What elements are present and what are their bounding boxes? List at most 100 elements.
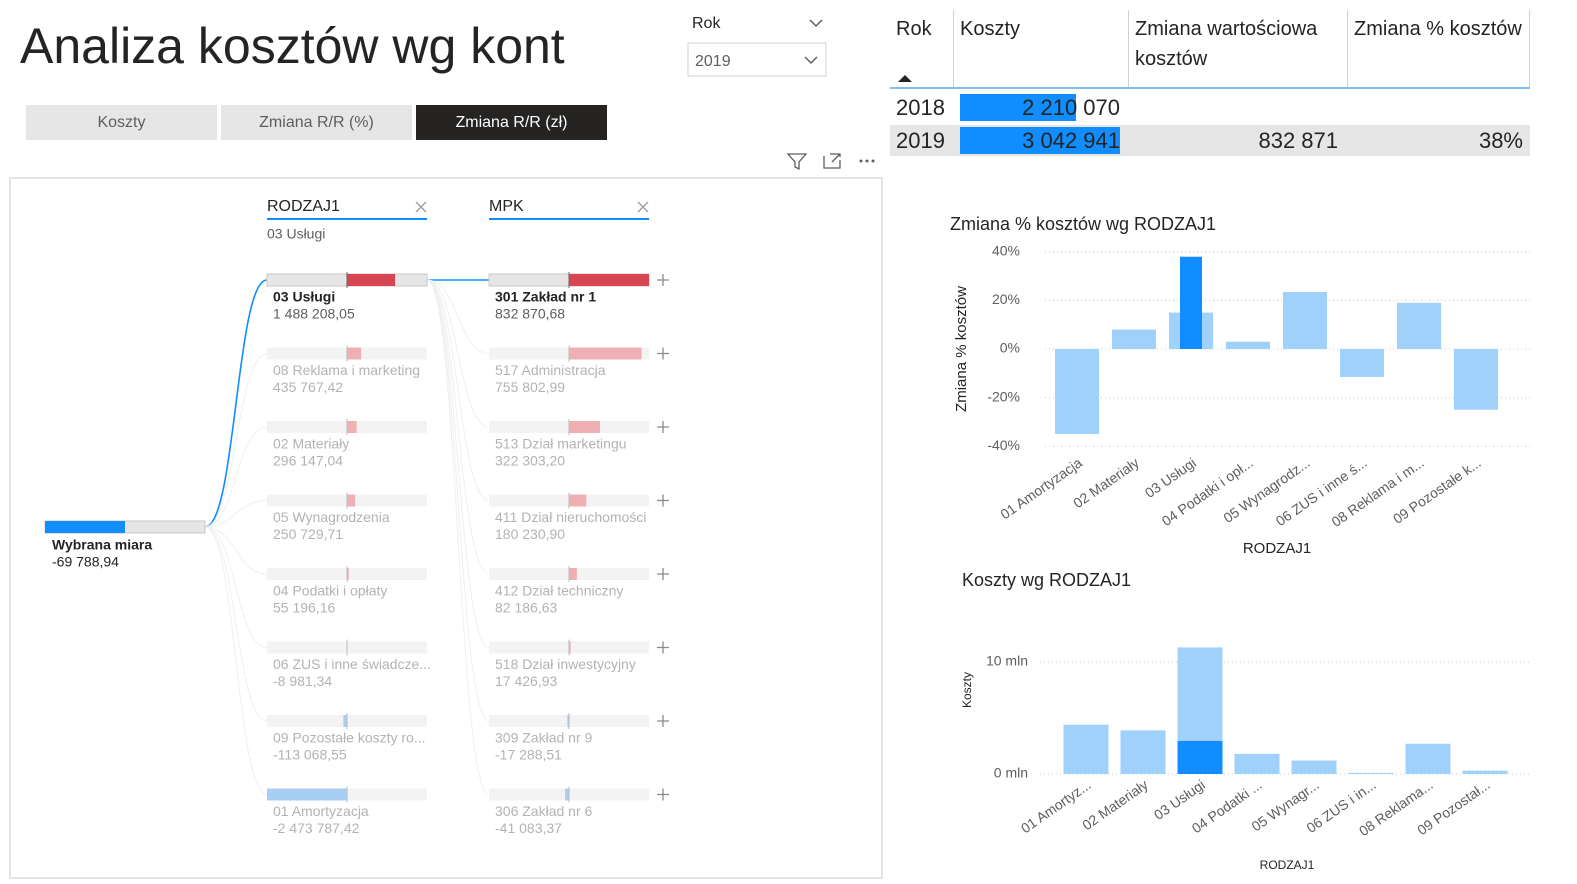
tree-frame [9,177,883,879]
bar[interactable] [1283,291,1327,349]
node-bar [343,715,347,727]
node-bar [569,494,587,507]
column-header: Zmiana wartościowa kosztów [1128,10,1347,88]
node-label: 06 ZUS i inne świadcze... [273,656,431,672]
bar[interactable] [1291,760,1337,774]
expand-icon[interactable] [657,715,669,727]
bar[interactable] [1397,302,1441,349]
connector [204,279,268,528]
year-cell: 2019 [896,128,945,153]
node-value: -2 473 787,42 [273,820,360,836]
bar[interactable] [1112,329,1156,349]
slicer-value: 2019 [695,53,731,70]
node-value: 82 186,63 [495,600,557,616]
page-title: Analiza kosztów wg kont [20,18,565,74]
close-icon[interactable] [415,201,427,213]
bar[interactable] [1055,349,1099,434]
expand-icon[interactable] [657,641,669,654]
connector [426,279,490,501]
node-value: 17 426,93 [495,673,557,689]
node-bar [569,347,642,360]
bar[interactable] [1340,349,1384,377]
node-value: 1 488 208,05 [273,306,355,322]
node-value: 832 870,68 [495,306,565,322]
y-tick-label: 20% [992,291,1020,307]
x-axis-title: RODZAJ1 [1260,858,1315,872]
close-icon[interactable] [637,201,649,213]
bar[interactable] [1405,743,1451,774]
node-label: 05 Wynagrodzenia [273,509,390,525]
bar[interactable] [1454,349,1498,410]
connector [426,279,490,354]
expand-icon[interactable] [657,494,669,507]
cost-databar [960,94,1077,121]
node-bar [347,421,357,433]
connector [204,500,268,528]
visual-header-icons [786,153,875,171]
y-tick-label: 0% [1000,340,1020,356]
root-label: Wybrana miara [52,537,152,553]
more-icon[interactable] [859,159,875,163]
highlight-bar[interactable] [1177,740,1223,774]
highlight-bar[interactable] [1180,256,1202,349]
node-label: 01 Amortyzacja [273,803,369,819]
chart-title: Zmiana % kosztów wg RODZAJ1 [950,214,1216,234]
node-label: 04 Podatki i opłaty [273,583,387,599]
connector [204,526,268,648]
y-tick-label: -20% [987,388,1020,404]
year-cell: 2018 [896,95,945,120]
node-bar [565,788,569,801]
expand-icon[interactable] [657,421,669,433]
column-header: Zmiana % kosztów [1347,10,1530,88]
node-label: 08 Reklama i marketing [273,362,420,378]
y-tick-label: 10 mln [986,653,1028,669]
bar[interactable] [1226,341,1270,349]
node-value: 250 729,71 [273,526,343,542]
x-tick-label: 01 Amortyz... [1018,776,1094,836]
expand-icon[interactable] [657,568,669,580]
node-label: 309 Zakład nr 9 [495,730,592,746]
root-bar [45,521,125,533]
y-tick-label: 0 mln [994,765,1028,781]
change-pct-cell: 38% [1478,128,1523,153]
connector [426,279,490,428]
connector [426,279,490,795]
y-axis-title: Zmiana % kosztów [953,286,970,412]
bar[interactable] [1120,730,1166,774]
tab[interactable] [416,105,607,140]
sort-indicator [898,75,912,82]
cost-cell: 3 042 941 [1022,128,1120,153]
header-underline [890,87,1530,89]
year-slicer[interactable]: Rok 2019 [687,15,827,77]
tab-label: Zmiana R/R (zł) [455,114,567,131]
bar[interactable] [1348,772,1394,774]
connector [204,526,268,795]
node-label: 517 Administracja [495,362,606,378]
connector [204,426,268,528]
column-header: Koszty [953,10,1128,88]
bar[interactable] [1063,724,1109,774]
x-tick-label: 01 Amortyzacja [997,454,1085,522]
node-value: 755 802,99 [495,379,565,395]
node-bar [347,274,396,286]
level-filter: 03 Usługi [267,226,325,242]
node-value: -17 288,51 [495,747,562,763]
node-label: 03 Usługi [273,289,335,305]
expand-icon[interactable] [657,347,669,360]
node-value: 435 767,42 [273,379,343,395]
expand-icon[interactable] [657,788,669,801]
tab[interactable] [221,105,412,140]
filter-icon[interactable] [786,153,808,171]
node-bar [569,641,571,654]
slicer-box[interactable] [687,42,827,77]
chevron [809,19,823,28]
bar[interactable] [1234,753,1280,774]
node-value: -8 981,34 [273,673,332,689]
bar[interactable] [1462,770,1508,774]
tab[interactable] [26,105,217,140]
tab-label: Zmiana R/R (%) [259,114,374,131]
expand-icon[interactable] [657,274,669,286]
focus-icon[interactable] [823,153,841,169]
level-header: RODZAJ1 [267,198,340,215]
